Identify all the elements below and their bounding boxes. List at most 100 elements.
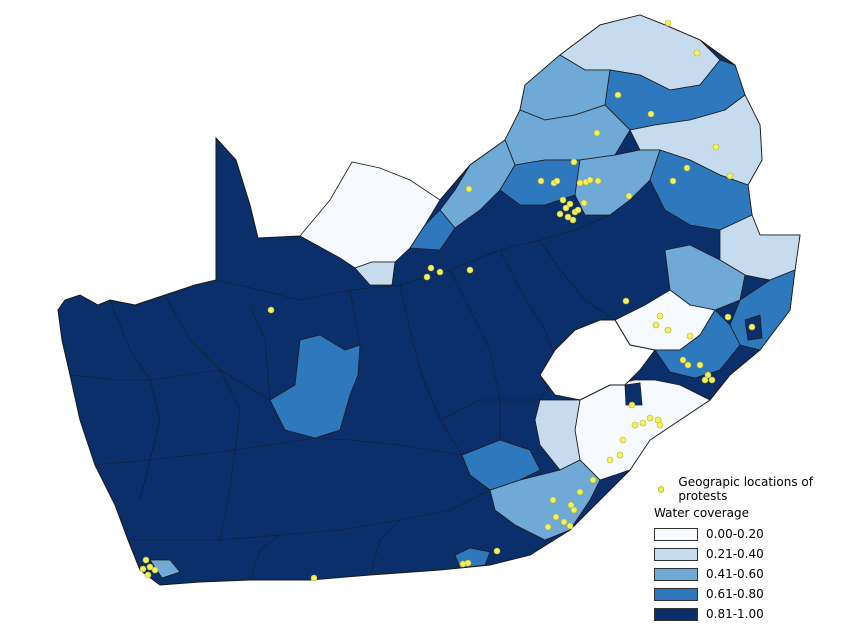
protest-point — [594, 177, 602, 185]
protest-point — [724, 313, 732, 321]
protest-point — [726, 172, 734, 180]
legend-class-1: 0.21-0.40 — [654, 544, 844, 564]
legend-swatch — [654, 547, 698, 561]
legend-protest-label: Geograpic locations of protests — [678, 475, 813, 503]
protest-point — [679, 356, 687, 364]
protest-point — [606, 456, 614, 464]
legend-swatch — [654, 587, 698, 601]
protest-point — [267, 306, 275, 314]
protest-point — [619, 436, 627, 444]
legend-title: Water coverage — [654, 506, 749, 520]
lesotho-enclave — [539, 319, 656, 401]
protest-point — [142, 556, 150, 564]
protest-point — [684, 361, 692, 369]
protest-point — [664, 326, 672, 334]
region-gauteng-mid — [574, 149, 661, 216]
protest-point — [144, 571, 152, 579]
protest-point — [708, 376, 716, 384]
protest-point — [562, 204, 570, 212]
protest-point — [625, 192, 633, 200]
protest-point — [564, 213, 572, 221]
protest-point — [628, 401, 636, 409]
protest-point — [683, 164, 691, 172]
protest-point — [566, 522, 574, 530]
legend-class-4: 0.81-1.00 — [654, 604, 844, 624]
legend-class-label: 0.61-0.80 — [706, 587, 764, 601]
region-eastern-cape-white — [574, 379, 711, 481]
protest-point — [146, 563, 154, 571]
protest-point — [696, 361, 704, 369]
region-kzn-mid-2 — [654, 309, 741, 379]
region-karoo-mid — [269, 334, 361, 439]
protest-point — [693, 49, 701, 57]
protest-point — [656, 312, 664, 320]
district-boundaries — [69, 214, 616, 581]
protest-point — [556, 210, 564, 218]
protest-point — [669, 177, 677, 185]
region-northwest-light — [354, 261, 396, 286]
legend-protest-entry: Geograpic locations of protests — [658, 475, 844, 503]
protest-point — [559, 196, 567, 204]
region-north-mid-3 — [439, 139, 516, 229]
protest-dot-icon — [658, 485, 665, 493]
protest-point — [576, 488, 584, 496]
protest-point — [151, 566, 159, 574]
protest-point — [652, 321, 660, 329]
protest-point — [664, 19, 672, 27]
protest-point — [712, 143, 720, 151]
protest-point — [567, 501, 575, 509]
protest-point — [593, 129, 601, 137]
protest-point — [622, 297, 630, 305]
protest-point — [566, 200, 574, 208]
region-eastern-cape-mid — [489, 459, 601, 541]
protest-point — [701, 376, 709, 384]
protest-point — [549, 496, 557, 504]
legend-swatch — [654, 527, 698, 541]
protest-point — [552, 513, 560, 521]
legend-swatch — [654, 607, 698, 621]
protest-point — [570, 158, 578, 166]
protest-point — [614, 91, 622, 99]
protest-point — [589, 476, 597, 484]
protest-point — [427, 264, 435, 272]
legend-class-label: 0.00-0.20 — [706, 527, 764, 541]
protest-point — [748, 323, 756, 331]
map-legend: Geograpic locations of protests Water co… — [654, 475, 844, 624]
protest-point — [570, 506, 578, 514]
legend-classes: 0.00-0.20 0.21-0.40 0.41-0.60 0.61-0.80 … — [654, 524, 844, 624]
protest-point — [544, 523, 552, 531]
protest-point — [560, 518, 568, 526]
protest-point — [639, 419, 647, 427]
legend-class-3: 0.61-0.80 — [654, 584, 844, 604]
legend-class-0: 0.00-0.20 — [654, 524, 844, 544]
protest-point — [139, 565, 147, 573]
legend-class-label: 0.41-0.60 — [706, 567, 764, 581]
protest-point — [580, 199, 588, 207]
protest-point — [574, 206, 582, 214]
legend-swatch — [654, 567, 698, 581]
protest-point — [647, 110, 655, 118]
protest-point — [310, 574, 318, 582]
protest-points — [139, 19, 756, 582]
region-eastern-cape-dark — [461, 439, 541, 491]
protest-point — [436, 268, 444, 276]
legend-class-label: 0.81-1.00 — [706, 607, 764, 621]
protest-point — [465, 185, 473, 193]
protest-point — [493, 547, 501, 555]
protest-point — [704, 371, 712, 379]
protest-point — [576, 179, 584, 187]
protest-point — [586, 176, 594, 184]
protest-point — [686, 332, 694, 340]
protest-point — [466, 266, 474, 274]
protest-point — [459, 560, 467, 568]
region-western-cape-light — [149, 559, 181, 579]
protest-point — [423, 273, 431, 281]
protest-point — [656, 421, 664, 429]
protest-point — [569, 216, 577, 224]
region-small-dark — [624, 382, 643, 406]
legend-class-label: 0.21-0.40 — [706, 547, 764, 561]
legend-class-2: 0.41-0.60 — [654, 564, 844, 584]
protest-point — [537, 177, 545, 185]
protest-point — [646, 414, 654, 422]
